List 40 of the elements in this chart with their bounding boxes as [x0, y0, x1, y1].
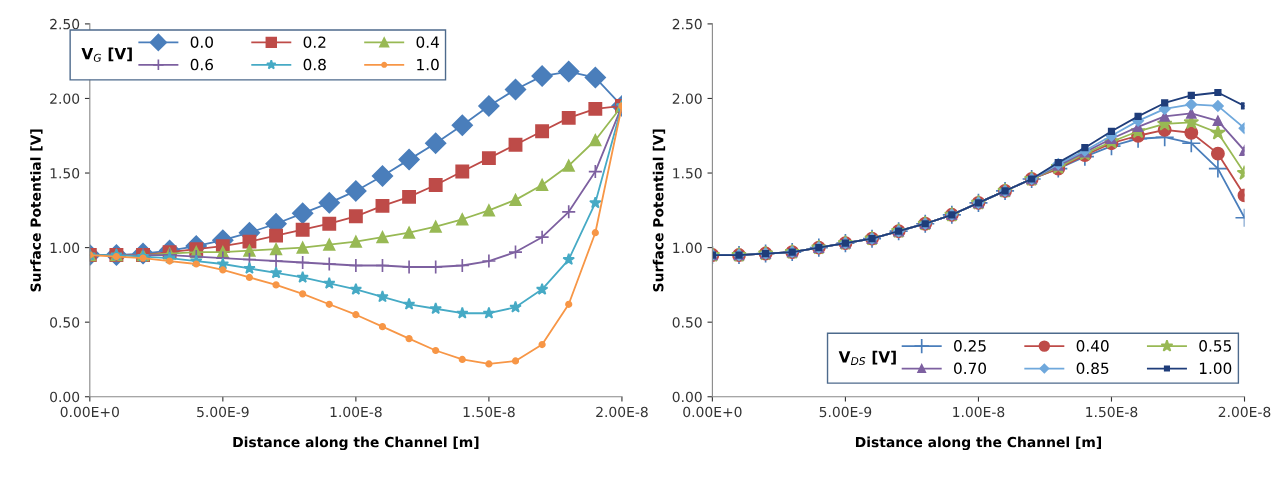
legend-label: 0.4	[416, 36, 439, 48]
x-tick-label: 0.00E+0	[60, 406, 119, 418]
legend-label: 1.0	[417, 58, 439, 71]
y-tick-label: 2.00	[50, 93, 80, 104]
y-tick-label: 2.50	[672, 18, 702, 30]
legend-label: 0.55	[1199, 340, 1231, 352]
legend-label: 0.8	[303, 58, 326, 71]
y-tick-label: 0.00	[50, 391, 80, 403]
legend-title: V$_{DS}$ [V]	[838, 350, 896, 366]
y-tick-label: 1.00	[673, 242, 702, 254]
x-tick-label: 5.00E-9	[819, 406, 872, 418]
x-tick-label: 1.50E-8	[463, 406, 515, 418]
x-tick-label: 0.00E+0	[683, 406, 742, 418]
legend-label: 0.25	[954, 340, 986, 352]
x-tick-label: 1.00E-8	[330, 406, 382, 418]
y-tick-label: 1.00	[50, 242, 80, 254]
legend-label: 1.00	[1199, 362, 1232, 375]
y-tick-label: 0.00	[672, 391, 702, 403]
x-tick-label: 5.00E-9	[197, 406, 249, 418]
legend-label: 0.70	[954, 362, 987, 375]
legend-label: 0.2	[303, 36, 326, 48]
x-tick-label: 2.00E-8	[1218, 406, 1271, 418]
y-axis-title: Surface Potential [V]	[652, 129, 666, 292]
legend-label: 0.6	[190, 58, 214, 71]
legend-label: 0.0	[190, 36, 213, 48]
y-tick-label: 1.50	[673, 168, 702, 179]
y-tick-label: 2.50	[50, 18, 80, 30]
x-tick-label: 2.00E-8	[596, 406, 648, 418]
y-tick-label: 1.50	[50, 168, 80, 179]
y-tick-label: 0.50	[50, 317, 80, 328]
legend-label: 0.85	[1076, 362, 1109, 375]
x-tick-label: 1.50E-8	[1086, 406, 1138, 418]
x-tick-label: 1.00E-8	[953, 406, 1005, 418]
legend-title: V$_{G}$ [V]	[81, 47, 132, 62]
x-axis-title: Distance along the Channel [m]	[855, 436, 1101, 451]
y-tick-label: 0.50	[672, 317, 702, 328]
x-axis-title: Distance along the Channel [m]	[233, 436, 479, 451]
y-tick-label: 2.00	[672, 93, 702, 104]
y-axis-title: Surface Potential [V]	[30, 129, 43, 292]
legend-label: 0.40	[1076, 340, 1109, 352]
